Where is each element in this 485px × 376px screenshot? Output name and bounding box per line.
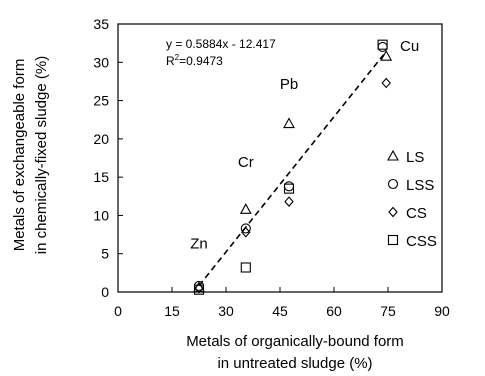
r-squared: R2=0.9473 xyxy=(166,53,223,68)
r-squared-value: =0.9473 xyxy=(179,54,223,68)
legend-label-lss: LSS xyxy=(406,177,434,194)
x-tick-label: 0 xyxy=(114,303,122,319)
x-tick-label: 30 xyxy=(218,303,234,319)
data-point-ls xyxy=(380,50,393,61)
metal-label-cr: Cr xyxy=(238,154,254,171)
y-axis-title-line1: Metals of exchangeable form xyxy=(11,59,28,252)
legend-marker-cs xyxy=(388,206,398,218)
legend-label-cs: CS xyxy=(406,205,427,222)
x-axis-title-line1: Metals of organically-bound form xyxy=(186,333,404,350)
data-point-cs xyxy=(284,196,294,207)
legend: LS LSS CS CSS xyxy=(387,149,437,250)
r-squared-superscript: 2 xyxy=(175,53,180,62)
metal-label-cu: Cu xyxy=(400,38,419,55)
x-tick-label: 75 xyxy=(380,303,396,319)
data-point-ls xyxy=(239,203,252,214)
y-axis-title-line2: in chemically-fixed sludge (%) xyxy=(33,56,50,254)
y-tick-label: 0 xyxy=(101,284,109,300)
x-tick-label: 90 xyxy=(434,303,450,319)
metal-label-pb: Pb xyxy=(280,76,298,93)
y-tick-label: 35 xyxy=(93,16,109,32)
data-point-lss xyxy=(240,223,251,234)
data-point-lss xyxy=(283,181,295,192)
legend-marker-css xyxy=(387,234,399,246)
x-tick-label: 60 xyxy=(326,303,342,319)
plot-frame xyxy=(117,23,443,293)
x-axis-title-line2: in untreated sludge (%) xyxy=(217,355,372,372)
annotation-layer: Zn Cr Pb Cu xyxy=(190,38,419,253)
r-squared-prefix: R xyxy=(166,54,175,68)
y-tick-label: 30 xyxy=(93,54,109,70)
points-layer xyxy=(193,39,393,295)
x-tick-label: 15 xyxy=(164,303,180,319)
x-tick-label: 45 xyxy=(272,303,288,319)
legend-label-css: CSS xyxy=(406,233,437,250)
y-tick-label: 10 xyxy=(93,207,109,223)
plot-area-border xyxy=(117,23,443,293)
regression-equation: y = 0.5884x - 12.417 xyxy=(166,37,276,51)
y-tick-label: 25 xyxy=(93,93,109,109)
data-point-lss xyxy=(377,41,388,53)
legend-marker-lss xyxy=(387,178,399,190)
tick-layer: 0 15 30 45 60 75 90 0 5 10 15 20 25 30 35 xyxy=(93,16,450,319)
data-point-css xyxy=(193,284,205,295)
data-point-css xyxy=(377,39,388,50)
metal-label-zn: Zn xyxy=(190,235,208,252)
data-point-cs xyxy=(381,77,391,89)
data-point-css xyxy=(283,183,295,194)
data-point-css xyxy=(240,262,251,273)
y-tick-label: 5 xyxy=(101,246,109,262)
data-point-ls xyxy=(283,117,295,129)
legend-label-ls: LS xyxy=(406,149,424,166)
y-tick-label: 15 xyxy=(93,169,109,185)
legend-marker-ls xyxy=(387,149,399,161)
data-point-cs xyxy=(194,282,204,294)
y-tick-label: 20 xyxy=(93,131,109,147)
data-point-cs xyxy=(241,226,251,238)
